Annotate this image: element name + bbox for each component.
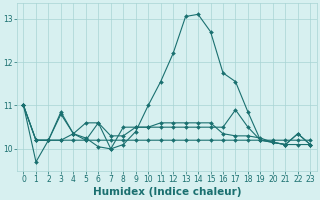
- X-axis label: Humidex (Indice chaleur): Humidex (Indice chaleur): [93, 187, 241, 197]
